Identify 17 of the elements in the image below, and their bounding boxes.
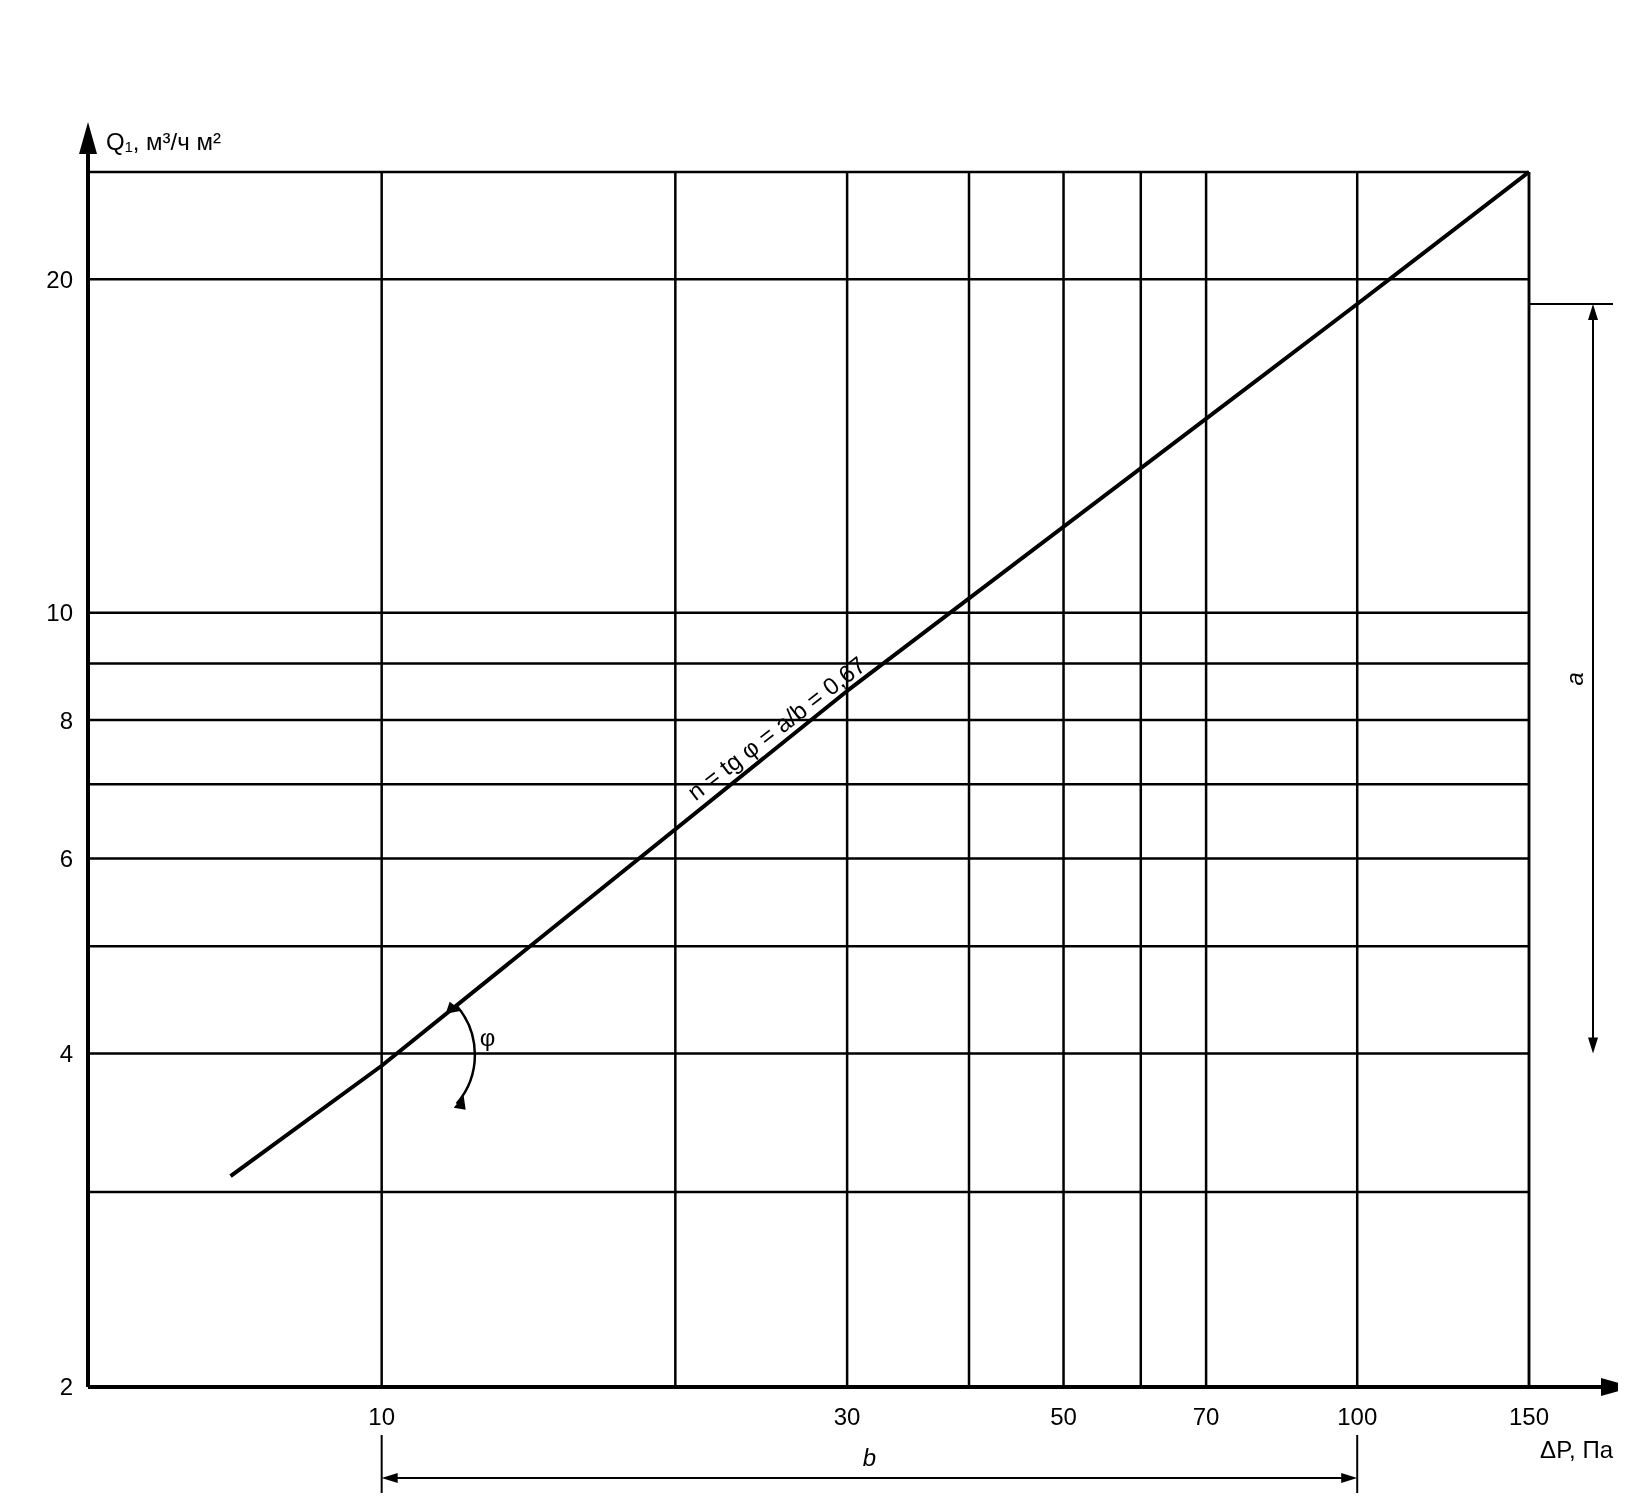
x-tick-label: 10 [368, 1403, 396, 1430]
text: b [862, 1444, 877, 1471]
x-tick-label: 150 [1508, 1403, 1550, 1430]
text: a [1561, 672, 1588, 686]
x-tick-label: 100 [1337, 1403, 1378, 1430]
x-tick-label: 50 [1050, 1403, 1077, 1430]
y-tick-label: 2 [59, 1373, 73, 1401]
y-tick-label: 4 [59, 1039, 73, 1067]
x-axis-title: ΔP, Па [1540, 1436, 1614, 1463]
y-tick-label: 8 [59, 706, 73, 734]
y-tick-label: 10 [46, 599, 73, 627]
y-tick-label: 6 [59, 844, 73, 872]
y-tick-label: 20 [46, 265, 73, 293]
x-tick-label: 70 [1192, 1403, 1220, 1430]
annotation: φ [479, 1023, 496, 1051]
x-tick-label: 30 [833, 1403, 861, 1430]
y-axis-title: Q₁, м³/ч м² [106, 128, 221, 155]
